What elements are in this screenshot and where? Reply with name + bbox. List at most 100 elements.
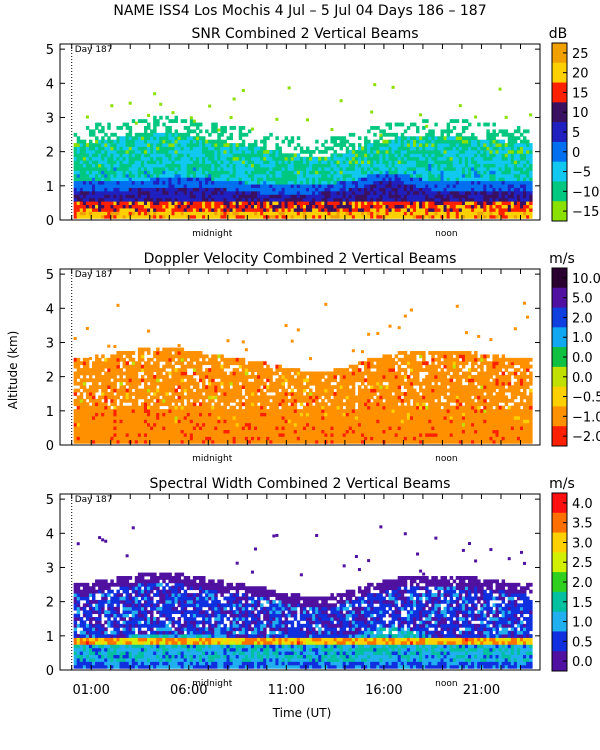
snr-cell — [504, 197, 509, 202]
doppler-cell — [113, 429, 117, 434]
snr-cell — [428, 214, 432, 219]
snr-cell — [266, 197, 270, 202]
snr-cell — [235, 197, 240, 202]
snr-cell — [458, 211, 463, 216]
snr-cell — [128, 190, 133, 195]
snr-cell — [223, 214, 227, 219]
snr-cell — [318, 160, 322, 165]
snr-cell — [189, 190, 194, 195]
snr-cell — [195, 122, 200, 127]
snr-cell — [428, 163, 432, 168]
snr-cell — [125, 156, 130, 161]
snr-cell — [302, 167, 307, 171]
snr-cell — [104, 211, 108, 216]
snr-cell — [299, 173, 304, 178]
snr-cell — [156, 119, 160, 123]
snr-cell — [229, 163, 234, 168]
snr-cell — [281, 208, 285, 212]
doppler-cell — [195, 409, 200, 413]
snr-cell — [122, 149, 127, 154]
snr-cell — [312, 149, 316, 154]
doppler-cell — [95, 368, 99, 372]
snr-cell — [483, 177, 487, 182]
doppler-cell — [189, 419, 194, 424]
snr-cell — [250, 177, 255, 182]
snr-cell — [394, 143, 399, 147]
doppler-cell — [202, 361, 206, 366]
snr-cell — [192, 214, 197, 219]
doppler-cell — [214, 385, 218, 390]
snr-cell — [88, 180, 93, 185]
snr-cell — [92, 184, 96, 188]
doppler-cell — [119, 398, 123, 403]
snr-cell — [217, 167, 221, 171]
snr-cell — [498, 153, 503, 158]
snr-cell — [88, 184, 93, 188]
snr-cell — [290, 211, 295, 216]
snr-cell — [150, 156, 154, 161]
snr-cell — [229, 173, 234, 178]
snr-cell — [318, 201, 322, 206]
snr-cell — [195, 149, 200, 154]
snr-cell — [195, 146, 200, 151]
snr-cell — [510, 187, 515, 192]
snr-cell — [348, 163, 353, 168]
doppler-cell — [82, 412, 87, 417]
doppler-cell — [128, 433, 133, 437]
snr-cell — [513, 197, 518, 202]
snr-cell — [214, 190, 218, 195]
doppler-cell — [168, 422, 172, 427]
doppler-cell — [150, 433, 154, 437]
doppler-cell — [76, 374, 81, 379]
doppler-cell — [101, 419, 105, 424]
snr-cell — [510, 190, 515, 195]
doppler-cell — [143, 433, 148, 437]
snr-cell — [284, 211, 289, 216]
snr-cell — [519, 194, 524, 199]
snr-cell — [302, 197, 307, 202]
doppler-cell — [189, 395, 194, 400]
snr-cell — [260, 201, 264, 206]
snr-cell — [202, 197, 206, 202]
doppler-cell — [73, 436, 78, 441]
doppler-cell — [156, 364, 160, 369]
snr-cell — [409, 163, 414, 168]
doppler-cell — [137, 351, 142, 355]
snr-cell — [342, 143, 347, 147]
snr-cell — [250, 170, 255, 175]
snr-cell — [293, 201, 298, 206]
doppler-cell — [82, 415, 87, 420]
doppler-cell — [107, 378, 111, 383]
snr-cell — [412, 149, 417, 154]
snr-cell — [400, 153, 405, 158]
snr-cell — [143, 197, 148, 202]
doppler-cell — [134, 402, 139, 407]
snr-cell — [373, 126, 377, 130]
snr-cell — [367, 146, 371, 151]
doppler-cell — [140, 354, 145, 359]
doppler-cell — [140, 388, 145, 393]
snr-cell — [171, 208, 175, 212]
snr-cell — [388, 126, 392, 130]
snr-cell — [153, 149, 157, 154]
snr-cell — [480, 184, 484, 188]
snr-cell — [501, 211, 506, 216]
doppler-cell — [214, 405, 218, 410]
snr-cell — [189, 156, 194, 161]
doppler-cell — [113, 419, 117, 424]
doppler-cell — [107, 433, 111, 437]
snr-cell — [122, 187, 127, 192]
snr-cell — [198, 177, 203, 182]
snr-cell — [223, 187, 227, 192]
snr-cell — [333, 139, 337, 144]
snr-cell — [403, 187, 408, 192]
snr-cell — [281, 163, 285, 168]
snr-cell — [217, 163, 221, 168]
snr-cell — [220, 194, 224, 199]
snr-cell — [162, 149, 166, 154]
doppler-cell — [82, 388, 87, 393]
snr-cell — [137, 194, 142, 199]
snr-cell — [229, 180, 234, 185]
doppler-cell — [116, 419, 120, 424]
snr-cell — [165, 115, 169, 120]
